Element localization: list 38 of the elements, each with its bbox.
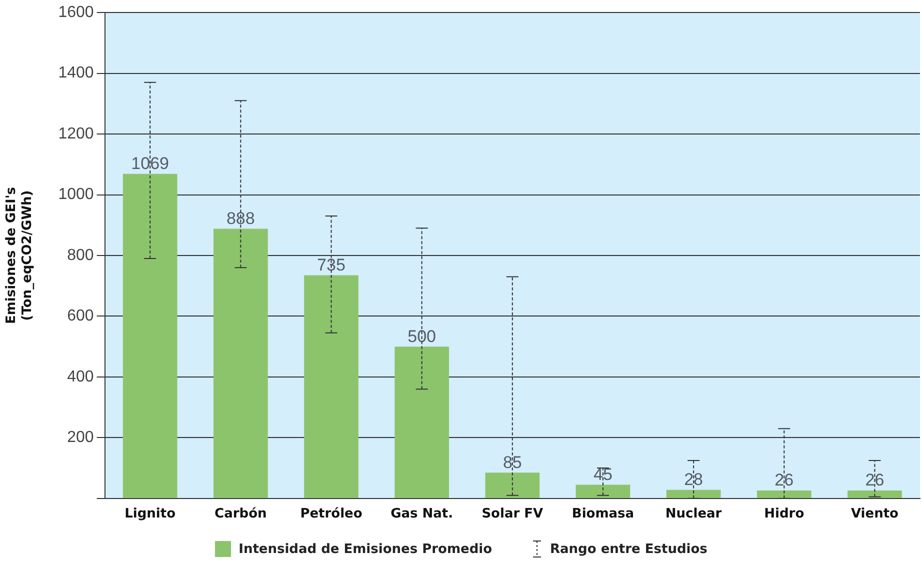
x-tick-label: Petróleo xyxy=(300,506,362,522)
x-tick-label: Hidro xyxy=(764,506,804,522)
legend-label: Intensidad de Emisiones Promedio xyxy=(238,542,492,556)
y-tick-label: 1400 xyxy=(58,64,94,82)
bar xyxy=(304,275,358,498)
data-label: 500 xyxy=(408,326,436,346)
data-label: 45 xyxy=(594,464,612,484)
y-tick-label: 200 xyxy=(67,429,94,446)
x-tick-label: Viento xyxy=(850,506,899,522)
data-label: 888 xyxy=(226,208,255,228)
bar xyxy=(666,490,721,498)
x-tick-label: Lignito xyxy=(124,506,176,522)
data-label: 735 xyxy=(317,255,346,274)
bar xyxy=(213,228,268,498)
y-tick-label: 1200 xyxy=(58,125,94,142)
x-tick-label: Biomasa xyxy=(572,506,634,522)
y-axis-title: Emisiones de GEI's (Ton_eqCO2/GWh) xyxy=(4,186,35,324)
y-tick-label: 600 xyxy=(67,308,94,325)
data-label: 28 xyxy=(684,470,704,490)
bar xyxy=(394,346,449,498)
data-label: 1069 xyxy=(131,154,169,174)
x-tick-label: Solar FV xyxy=(482,506,544,522)
y-tick-label: 400 xyxy=(67,368,94,386)
x-tick-label: Nuclear xyxy=(665,506,722,522)
y-tick-label: 1600 xyxy=(58,4,94,22)
bar xyxy=(122,174,178,498)
x-tick-label: Gas Nat. xyxy=(390,506,454,522)
data-label: 85 xyxy=(502,452,522,472)
data-label: 26 xyxy=(774,470,794,490)
y-tick-label: 800 xyxy=(67,246,94,264)
text: Rango entre Estudios xyxy=(550,542,708,556)
bar xyxy=(576,484,630,498)
bar xyxy=(848,490,902,498)
x-tick-label: Carbón xyxy=(214,506,267,522)
y-tick-label: 1000 xyxy=(58,186,94,204)
data-label: 26 xyxy=(865,470,884,490)
bar xyxy=(756,490,812,498)
bar xyxy=(485,472,540,498)
